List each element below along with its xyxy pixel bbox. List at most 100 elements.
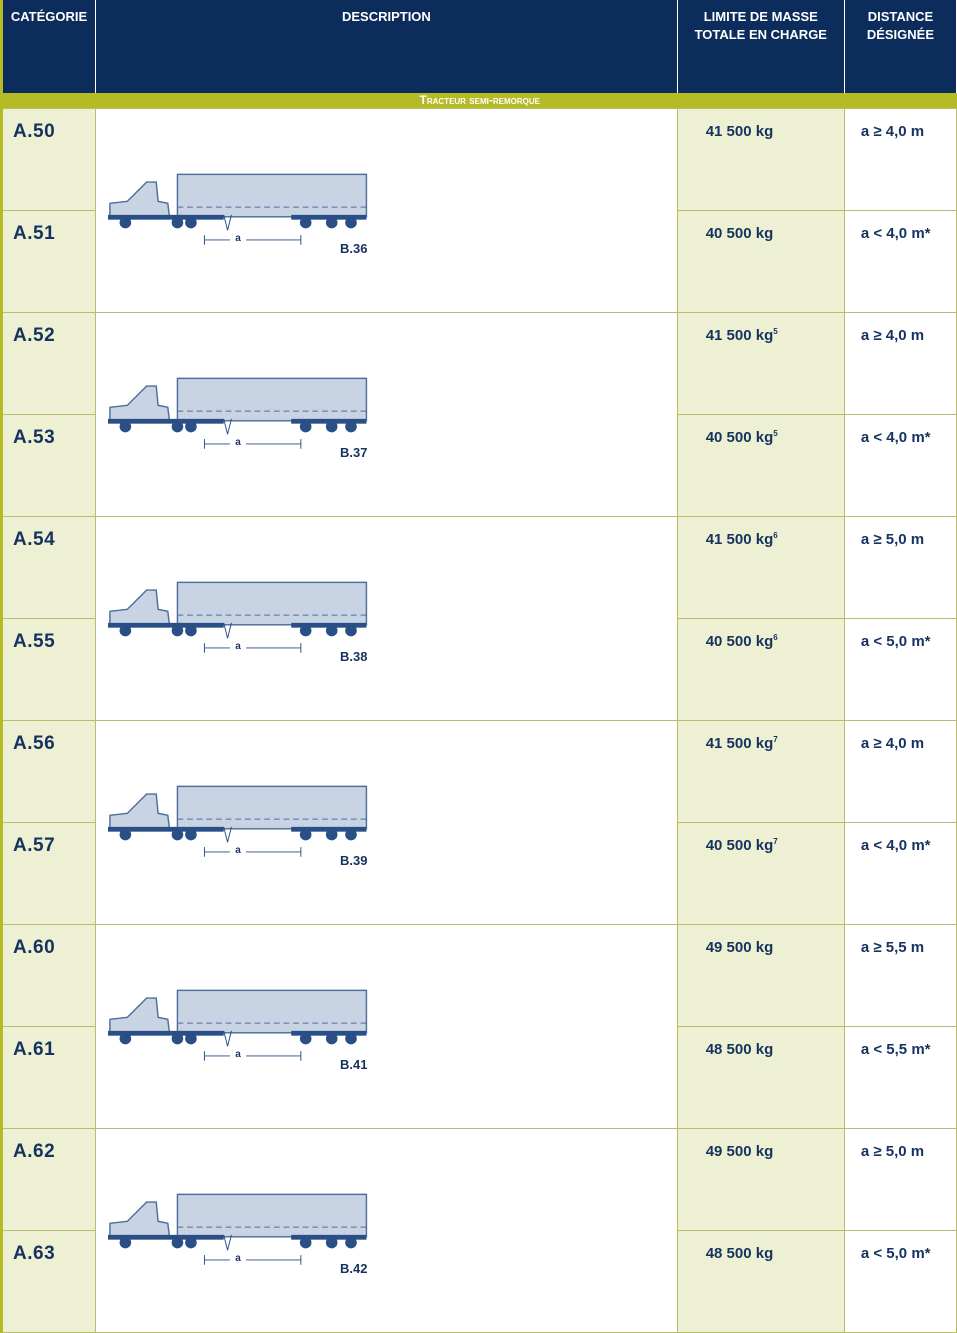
- designated-distance: a < 5,0 m*: [843, 618, 957, 721]
- mass-limit: 48 500 kg: [676, 1230, 845, 1333]
- category: A.60: [0, 924, 97, 1027]
- drawing-label: B.39: [340, 853, 367, 868]
- drawing-label: B.42: [340, 1261, 367, 1276]
- mass-limit: 48 500 kg: [676, 1026, 845, 1129]
- row: A.52 a B.37 41 500 kg5 a ≥ 4,0 m: [0, 312, 957, 517]
- footnote: 7: [773, 837, 778, 846]
- dimension-label: a: [235, 641, 241, 652]
- mass-limit: 41 500 kg5: [676, 312, 845, 415]
- mass-limit: 40 500 kg7: [676, 822, 845, 925]
- mass-value: 40 500 kg: [705, 837, 774, 854]
- column-header: DESCRIPTION: [95, 0, 678, 93]
- drawing-label: B.38: [340, 649, 367, 664]
- drawing-label: B.36: [340, 241, 367, 256]
- label-bg: [230, 642, 247, 654]
- dimension-label: a: [235, 437, 241, 448]
- footnote: 6: [773, 633, 778, 642]
- description: a B.38: [95, 516, 678, 721]
- mass-value: 48 500 kg: [705, 1245, 774, 1262]
- truck-drawing: a B.42: [108, 1193, 368, 1276]
- dimension-label: a: [235, 233, 241, 244]
- drawing-label: B.37: [340, 445, 367, 460]
- designated-distance: a ≥ 5,0 m: [843, 516, 957, 619]
- mass-limit: 41 500 kg: [676, 108, 845, 211]
- mass-limit: 49 500 kg: [676, 1128, 845, 1231]
- row: A.54 a B.38 41 500 kg6 a ≥ 5,0 m: [0, 516, 957, 721]
- mass-limit: 41 500 kg6: [676, 516, 845, 619]
- mass-value: 41 500 kg: [705, 735, 774, 752]
- footnote: 7: [773, 735, 778, 744]
- category: A.56: [0, 720, 97, 823]
- designated-distance: a ≥ 4,0 m: [843, 720, 957, 823]
- designated-distance: a ≥ 5,5 m: [843, 924, 957, 1027]
- row: A.61 48 500 kg a < 5,5 m*: [0, 1026, 957, 1129]
- designated-distance: a < 4,0 m*: [843, 414, 957, 517]
- category: A.63: [0, 1230, 97, 1333]
- label-bg: [230, 234, 247, 246]
- category: A.61: [0, 1026, 97, 1129]
- mass-value: 40 500 kg: [705, 429, 774, 446]
- mass-value: 41 500 kg: [705, 327, 774, 344]
- description: a B.41: [95, 924, 678, 1129]
- mass-value: 49 500 kg: [705, 939, 774, 956]
- mass-limit: 49 500 kg: [676, 924, 845, 1027]
- category: A.57: [0, 822, 97, 925]
- description: a B.37: [95, 312, 678, 517]
- designated-distance: a < 5,5 m*: [843, 1026, 957, 1129]
- mass-limit: 40 500 kg5: [676, 414, 845, 517]
- category: A.52: [0, 312, 97, 415]
- column-header: DISTANCE DÉSIGNÉE: [844, 0, 957, 93]
- category: A.55: [0, 618, 97, 721]
- row: A.62 a B.42 49 500 kg a ≥ 5,0 m: [0, 1128, 957, 1333]
- dimension-label: a: [235, 1049, 241, 1060]
- mass-value: 40 500 kg: [705, 225, 774, 242]
- mass-value: 49 500 kg: [705, 1143, 774, 1160]
- section-title: Tracteur semi-remorque: [1, 93, 957, 109]
- column-header: CATÉGORIE: [1, 0, 97, 93]
- column-header: LIMITE DE MASSE TOTALE EN CHARGE: [677, 0, 845, 93]
- mass-value: 40 500 kg: [705, 633, 774, 650]
- mass-value: 41 500 kg: [705, 531, 774, 548]
- row: A.53 40 500 kg5 a < 4,0 m*: [0, 414, 957, 517]
- truck-drawing: a B.39: [108, 785, 368, 868]
- category: A.54: [0, 516, 97, 619]
- row: A.50 a B.36 41 500 kg a ≥ 4,0 m: [0, 108, 957, 313]
- mass-limit: 40 500 kg6: [676, 618, 845, 721]
- designated-distance: a ≥ 5,0 m: [843, 1128, 957, 1231]
- footnote: 5: [773, 429, 778, 438]
- row: A.51 40 500 kg a < 4,0 m*: [0, 210, 957, 313]
- truck-drawing: a B.41: [108, 989, 368, 1072]
- designated-distance: a < 4,0 m*: [843, 822, 957, 925]
- truck-drawing: a B.38: [108, 581, 368, 664]
- drawing-label: B.41: [340, 1057, 367, 1072]
- header-row: CATÉGORIE DESCRIPTION LIMITE DE MASSE TOTA…: [1, 0, 957, 93]
- table-body: Tracteur semi-remorque A.50 a B.36 41 500 kg…: [0, 93, 957, 1333]
- label-bg: [230, 846, 247, 858]
- mass-value: 41 500 kg: [705, 123, 774, 140]
- category: A.50: [0, 108, 97, 211]
- label-bg: [230, 1050, 247, 1062]
- dimension-label: a: [235, 845, 241, 856]
- truck-drawing: a B.37: [108, 377, 368, 460]
- truck-drawing: a B.36: [108, 173, 368, 256]
- description: a B.42: [95, 1128, 678, 1333]
- designated-distance: a < 5,0 m*: [843, 1230, 957, 1333]
- footnote: 6: [773, 531, 778, 540]
- category: A.51: [0, 210, 97, 313]
- designated-distance: a ≥ 4,0 m: [843, 108, 957, 211]
- row: A.60 a B.41 49 500 kg a ≥ 5,5 m: [0, 924, 957, 1129]
- category: A.62: [0, 1128, 97, 1231]
- designated-distance: a ≥ 4,0 m: [843, 312, 957, 415]
- designated-distance: a < 4,0 m*: [843, 210, 957, 313]
- mass-limit: 41 500 kg7: [676, 720, 845, 823]
- dimension-label: a: [235, 1253, 241, 1264]
- footnote: 5: [773, 327, 778, 336]
- row: A.56 a B.39 41 500 kg7 a ≥ 4,0 m: [0, 720, 957, 925]
- description: a B.39: [95, 720, 678, 925]
- description: a B.36: [95, 108, 678, 313]
- mass-value: 48 500 kg: [705, 1041, 774, 1058]
- mass-limit: 40 500 kg: [676, 210, 845, 313]
- category: A.53: [0, 414, 97, 517]
